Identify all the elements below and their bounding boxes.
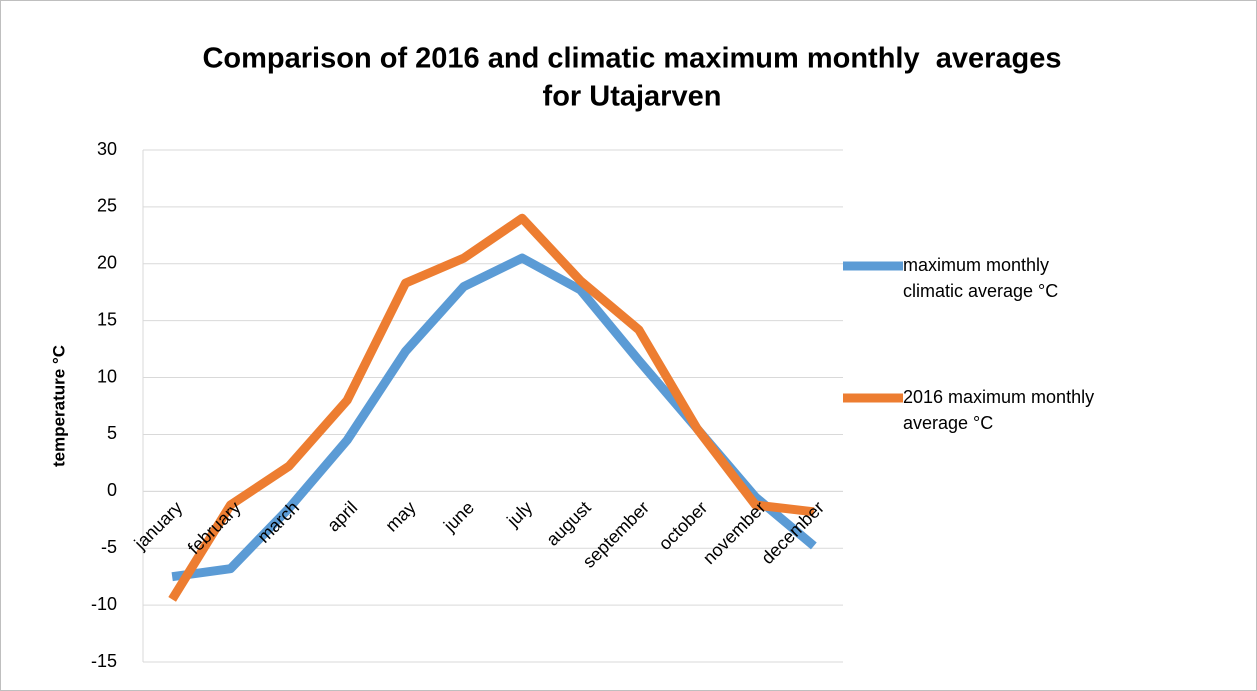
y-tick-label: -10	[91, 594, 117, 614]
y-tick-label: 0	[107, 480, 117, 500]
chart-title: for Utajarven	[543, 81, 722, 113]
legend-item: 2016 maximum monthly average °C	[903, 387, 1095, 433]
y-tick-label: 10	[97, 366, 117, 386]
legend-label: maximum monthly climatic average °C	[903, 255, 1059, 301]
legend-label: 2016 maximum monthly average °C	[903, 387, 1095, 433]
y-tick-label: 15	[97, 309, 117, 329]
y-tick-label: -5	[101, 537, 117, 557]
y-tick-label: 30	[97, 139, 117, 159]
y-tick-label: 20	[97, 253, 117, 273]
chart-title: Comparison of 2016 and climatic maximum …	[202, 43, 1061, 75]
y-tick-label: 5	[107, 423, 117, 443]
legend-item: maximum monthly climatic average °C	[903, 255, 1059, 301]
y-axis-label: temperature °C	[49, 345, 68, 467]
series-line	[168, 213, 815, 602]
y-tick-label: 25	[97, 196, 117, 216]
y-tick-label: -15	[91, 651, 117, 671]
